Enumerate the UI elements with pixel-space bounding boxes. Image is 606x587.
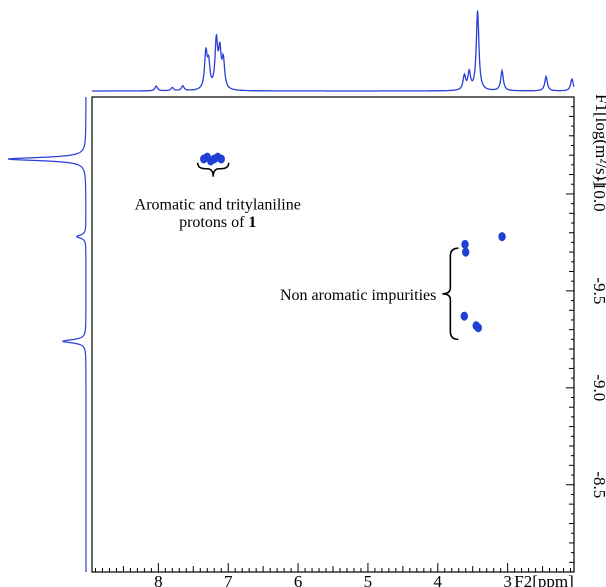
x-tick-label: 8 bbox=[154, 572, 163, 587]
x-axis-label: F2[ppm] bbox=[514, 572, 574, 587]
y-axis-label: F1[log(m²/s)] bbox=[592, 94, 606, 186]
y-tick-label: -10.0 bbox=[590, 176, 606, 211]
y-tick-label: -8.5 bbox=[590, 471, 606, 498]
aromatic-brace bbox=[196, 162, 230, 177]
x-tick-label: 5 bbox=[364, 572, 373, 587]
impurities-brace bbox=[442, 247, 459, 341]
top-spectrum-line bbox=[92, 10, 575, 92]
y-axis-ticks: -10.0 -9.5 -9.0 -8.5 bbox=[566, 96, 606, 573]
impurity-1-spot bbox=[461, 239, 469, 249]
aromatic-label-line2: protons of 1 bbox=[179, 214, 256, 231]
impurity-2-spot bbox=[498, 232, 506, 242]
impurity-4-spot bbox=[474, 323, 482, 333]
impurity-3-spot bbox=[460, 311, 469, 321]
y-tick-label: -9.0 bbox=[590, 374, 606, 401]
impurities-label: Non aromatic impurities bbox=[280, 287, 436, 304]
plot-frame bbox=[91, 96, 575, 573]
contour-peaks bbox=[200, 152, 506, 333]
aromatic-spot bbox=[217, 154, 225, 164]
y-tick-label: -9.5 bbox=[590, 277, 606, 304]
x-tick-label: 3 bbox=[503, 572, 512, 587]
top-projection bbox=[92, 10, 575, 92]
left-projection bbox=[7, 97, 87, 572]
x-tick-label: 7 bbox=[224, 572, 233, 587]
impurity-1-spot bbox=[462, 247, 470, 257]
x-tick-label: 6 bbox=[294, 572, 303, 587]
x-axis-ticks: 8 7 6 5 4 3 bbox=[94, 563, 572, 587]
aromatic-label-line1: Aromatic and tritylaniline bbox=[135, 197, 301, 214]
left-spectrum-line bbox=[7, 97, 87, 572]
x-tick-label: 4 bbox=[434, 572, 443, 587]
